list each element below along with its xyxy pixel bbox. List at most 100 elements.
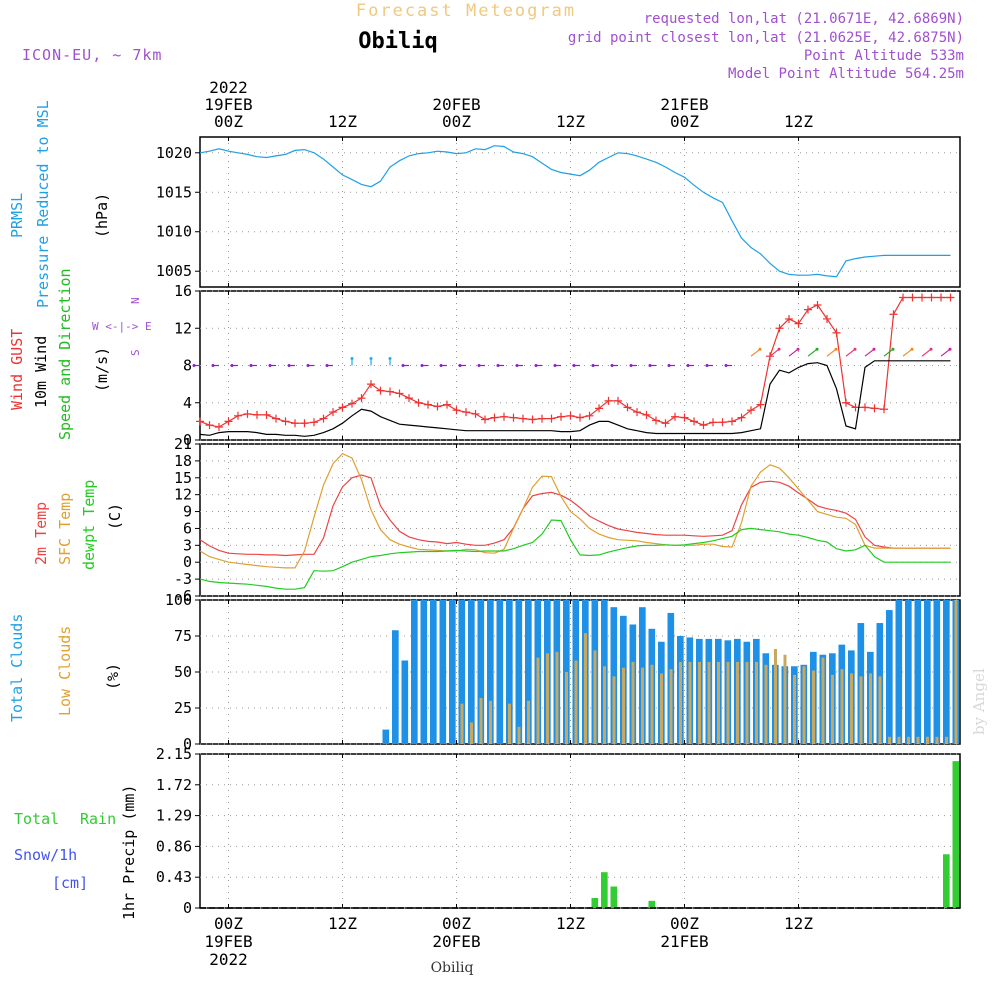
wind-arrow-head — [268, 364, 272, 367]
y-tick-label: 0 — [183, 431, 192, 449]
y-tick-label: 0.43 — [156, 868, 192, 886]
low-cloud-bar — [773, 648, 777, 744]
low-cloud-bar — [735, 661, 739, 744]
low-cloud-bar — [887, 736, 891, 744]
low-cloud-bar — [878, 676, 882, 744]
low-cloud-bar — [716, 661, 720, 744]
wind-arrow-head — [439, 364, 443, 367]
info-model-altitude: Model Point Altitude 564.25m — [728, 66, 964, 82]
compass-n: N — [129, 297, 142, 304]
y-tick-label: 25 — [174, 699, 192, 717]
gust-marker — [452, 406, 461, 415]
low-cloud-bar — [745, 661, 749, 744]
low-cloud-bar — [840, 669, 844, 744]
low-cloud-bar — [507, 703, 511, 744]
total-cloud-bar — [496, 600, 504, 744]
gust-marker — [338, 403, 347, 412]
bottom-tick-label: 00Z — [442, 914, 471, 933]
gust-marker — [804, 305, 812, 314]
wind-arrow-head — [948, 347, 952, 351]
gust-marker — [566, 411, 575, 420]
gust-marker — [253, 410, 261, 419]
gust-marker — [471, 409, 480, 418]
wind-arrow-head — [230, 364, 234, 367]
info-requested: requested lon,lat (21.0671E, 42.6869N) — [644, 11, 964, 27]
y-tick-label: 12 — [174, 486, 192, 504]
gust-marker — [937, 293, 945, 302]
gust-marker — [557, 412, 565, 421]
sfc-temp-label: SFC Temp — [56, 493, 74, 565]
wind-arrow-head — [758, 347, 762, 351]
wind-arrow — [883, 348, 894, 357]
rain-bar — [952, 761, 960, 908]
compass-s: S — [129, 349, 142, 356]
wind-arrow — [788, 348, 799, 357]
gust-marker — [671, 412, 679, 421]
gust-marker — [595, 404, 603, 413]
top-tick-label: 00Z — [670, 112, 699, 131]
wind-arrow-head — [686, 364, 690, 367]
total-cloud-bar — [924, 600, 931, 744]
gust-marker — [680, 413, 689, 422]
gust-marker — [224, 417, 233, 426]
precip-side-labels: Total Rain Snow/1h [cm] 1hr Precip (mm) — [14, 785, 138, 920]
low-cloud-bar — [564, 672, 568, 744]
gust-marker — [699, 421, 708, 430]
rain-bar — [943, 854, 950, 908]
gust-marker — [519, 414, 527, 423]
low-cloud-bar — [678, 661, 682, 744]
gust-marker — [766, 352, 774, 361]
low-cloud-bar — [802, 666, 806, 744]
low-cloud-bar — [574, 660, 578, 744]
low-cloud-bar — [849, 673, 853, 744]
low-cloud-bar — [792, 674, 796, 744]
gust-marker — [367, 380, 375, 389]
pressure-side-labels: PRMSL Pressure Reduced to MSL (hPa) — [8, 100, 111, 308]
info-altitude: Point Altitude 533m — [804, 48, 964, 64]
gust-marker — [262, 410, 271, 419]
low-cloud-bar — [897, 736, 901, 744]
total-cloud-bar — [477, 600, 485, 744]
gust-marker — [528, 415, 537, 424]
y-tick-label: 1020 — [156, 144, 192, 162]
gust-marker — [889, 310, 898, 319]
bottom-tick-label: 00Z — [214, 914, 243, 933]
gust-marker — [547, 414, 556, 423]
wind-arrow — [921, 348, 932, 357]
low-cloud-bar — [621, 667, 625, 744]
total-cloud-bar — [458, 600, 466, 744]
gust-marker — [870, 404, 879, 413]
total-cloud-label: Total Clouds — [8, 614, 26, 722]
y-tick-label: 21 — [174, 435, 192, 453]
low-cloud-bar — [754, 661, 758, 744]
low-cloud-bar — [868, 673, 872, 744]
gust-marker — [576, 413, 584, 422]
pressure-unit: (hPa) — [93, 193, 111, 238]
gust-marker — [794, 319, 803, 328]
wind-arrow-head — [287, 364, 291, 367]
top-tick-label: 12Z — [784, 112, 813, 131]
total-cloud-bar — [886, 610, 893, 744]
wind-unit: (m/s) — [93, 347, 111, 392]
top-tick-label: 21FEB — [660, 95, 708, 114]
y-tick-label: 1.72 — [156, 776, 192, 794]
wind-arrow — [864, 348, 875, 357]
gust-marker — [946, 293, 955, 302]
total-cloud-bar — [895, 600, 903, 744]
low-cloud-bar — [479, 697, 483, 744]
wind-arrow-head — [192, 364, 196, 367]
wind-arrow-head — [610, 364, 614, 367]
gust-marker — [291, 419, 299, 428]
super-title: Forecast Meteogram — [356, 1, 576, 21]
gust-marker — [281, 417, 290, 426]
gust-marker — [756, 400, 765, 409]
low-cloud-bar — [821, 657, 825, 744]
bottom-tick-label: 00Z — [670, 914, 699, 933]
y-tick-label: 1010 — [156, 223, 192, 241]
top-tick-label: 2022 — [209, 78, 248, 97]
low-cloud-bar — [726, 661, 730, 744]
low-cloud-bar — [612, 676, 616, 744]
low-cloud-bar — [469, 722, 473, 744]
low-cloud-bar — [811, 670, 815, 744]
compass-we: W <-|-> E — [92, 320, 152, 333]
